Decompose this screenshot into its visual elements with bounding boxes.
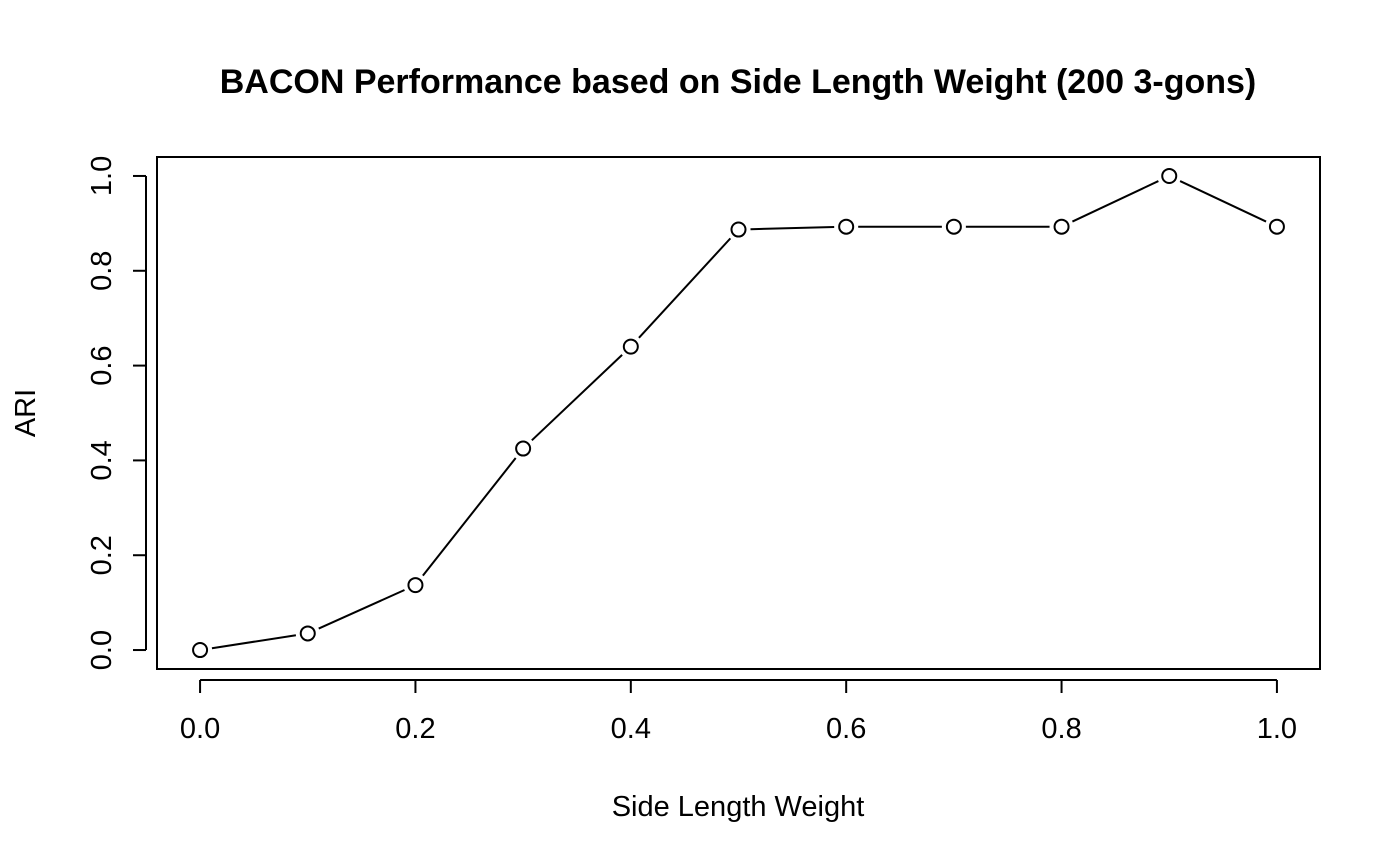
data-point [1161, 167, 1178, 184]
series-segment [638, 237, 732, 339]
series-segment [531, 354, 623, 442]
x-tick-label: 0.6 [826, 713, 866, 745]
x-axis: 0.0 0.2 0.4 0.6 0.8 1.0 [180, 679, 1297, 745]
data-point [622, 338, 639, 355]
series-segment [1179, 180, 1267, 223]
series-segment [422, 457, 517, 577]
x-axis-label: Side Length Weight [612, 791, 865, 823]
y-tick-label: 0.8 [86, 251, 118, 291]
y-tick-label: 0.4 [86, 440, 118, 480]
series-layer [192, 167, 1285, 659]
y-tick-label: 0.2 [86, 535, 118, 575]
y-tick-label: 0.0 [86, 630, 118, 670]
y-axis-label: ARI [10, 389, 42, 437]
data-point [945, 218, 962, 235]
x-tick-label: 0.8 [1041, 713, 1081, 745]
x-tick-label: 0.0 [180, 713, 220, 745]
plot-frame [156, 156, 1321, 670]
x-tick-label: 1.0 [1257, 713, 1297, 745]
series-segment [1071, 180, 1159, 223]
x-tick-label: 0.4 [611, 713, 651, 745]
series-segment [318, 589, 405, 630]
series-segment [750, 226, 835, 231]
y-axis: 0.0 0.2 0.4 0.6 0.8 1.0 [86, 156, 147, 670]
data-point [192, 642, 209, 659]
y-tick-label: 0.6 [86, 345, 118, 385]
x-tick-label: 0.2 [395, 713, 435, 745]
data-point [299, 625, 316, 642]
data-point [838, 218, 855, 235]
data-point [1053, 218, 1070, 235]
series-segment [211, 634, 297, 650]
chart-title: BACON Performance based on Side Length W… [220, 63, 1257, 101]
data-point [515, 440, 532, 457]
y-tick-label: 1.0 [86, 156, 118, 196]
data-point [407, 577, 424, 594]
data-point [1268, 218, 1285, 235]
data-point [730, 221, 747, 238]
